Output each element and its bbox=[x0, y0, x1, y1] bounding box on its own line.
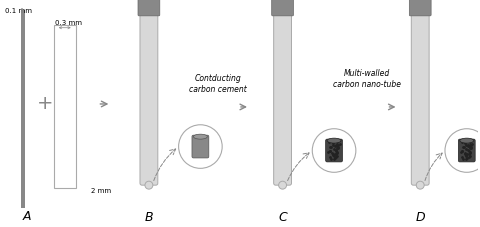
Text: +: + bbox=[36, 94, 53, 114]
Circle shape bbox=[179, 125, 222, 168]
Text: 0.3 mm: 0.3 mm bbox=[55, 20, 82, 26]
FancyBboxPatch shape bbox=[274, 13, 291, 185]
FancyBboxPatch shape bbox=[138, 0, 160, 16]
FancyBboxPatch shape bbox=[140, 13, 158, 185]
Text: Multi-walled
carbon nano-tube: Multi-walled carbon nano-tube bbox=[333, 69, 401, 89]
FancyBboxPatch shape bbox=[409, 0, 431, 16]
Text: Contducting
carbon cement: Contducting carbon cement bbox=[189, 74, 247, 94]
FancyBboxPatch shape bbox=[192, 135, 209, 158]
FancyBboxPatch shape bbox=[272, 0, 293, 16]
Text: D: D bbox=[415, 211, 425, 224]
Circle shape bbox=[312, 129, 356, 172]
Text: B: B bbox=[144, 211, 153, 224]
FancyBboxPatch shape bbox=[458, 139, 475, 162]
Bar bbox=[21, 10, 25, 208]
Ellipse shape bbox=[193, 134, 207, 139]
Circle shape bbox=[278, 181, 287, 189]
Circle shape bbox=[445, 129, 480, 172]
FancyBboxPatch shape bbox=[325, 139, 343, 162]
Text: C: C bbox=[278, 211, 287, 224]
Ellipse shape bbox=[460, 138, 474, 143]
Text: 0.1 mm: 0.1 mm bbox=[5, 8, 32, 14]
Ellipse shape bbox=[327, 138, 341, 143]
Circle shape bbox=[416, 181, 424, 189]
Text: 2 mm: 2 mm bbox=[92, 188, 111, 194]
Circle shape bbox=[145, 181, 153, 189]
FancyBboxPatch shape bbox=[411, 13, 429, 185]
Text: A: A bbox=[23, 210, 31, 223]
Bar bbox=[54, 25, 76, 188]
